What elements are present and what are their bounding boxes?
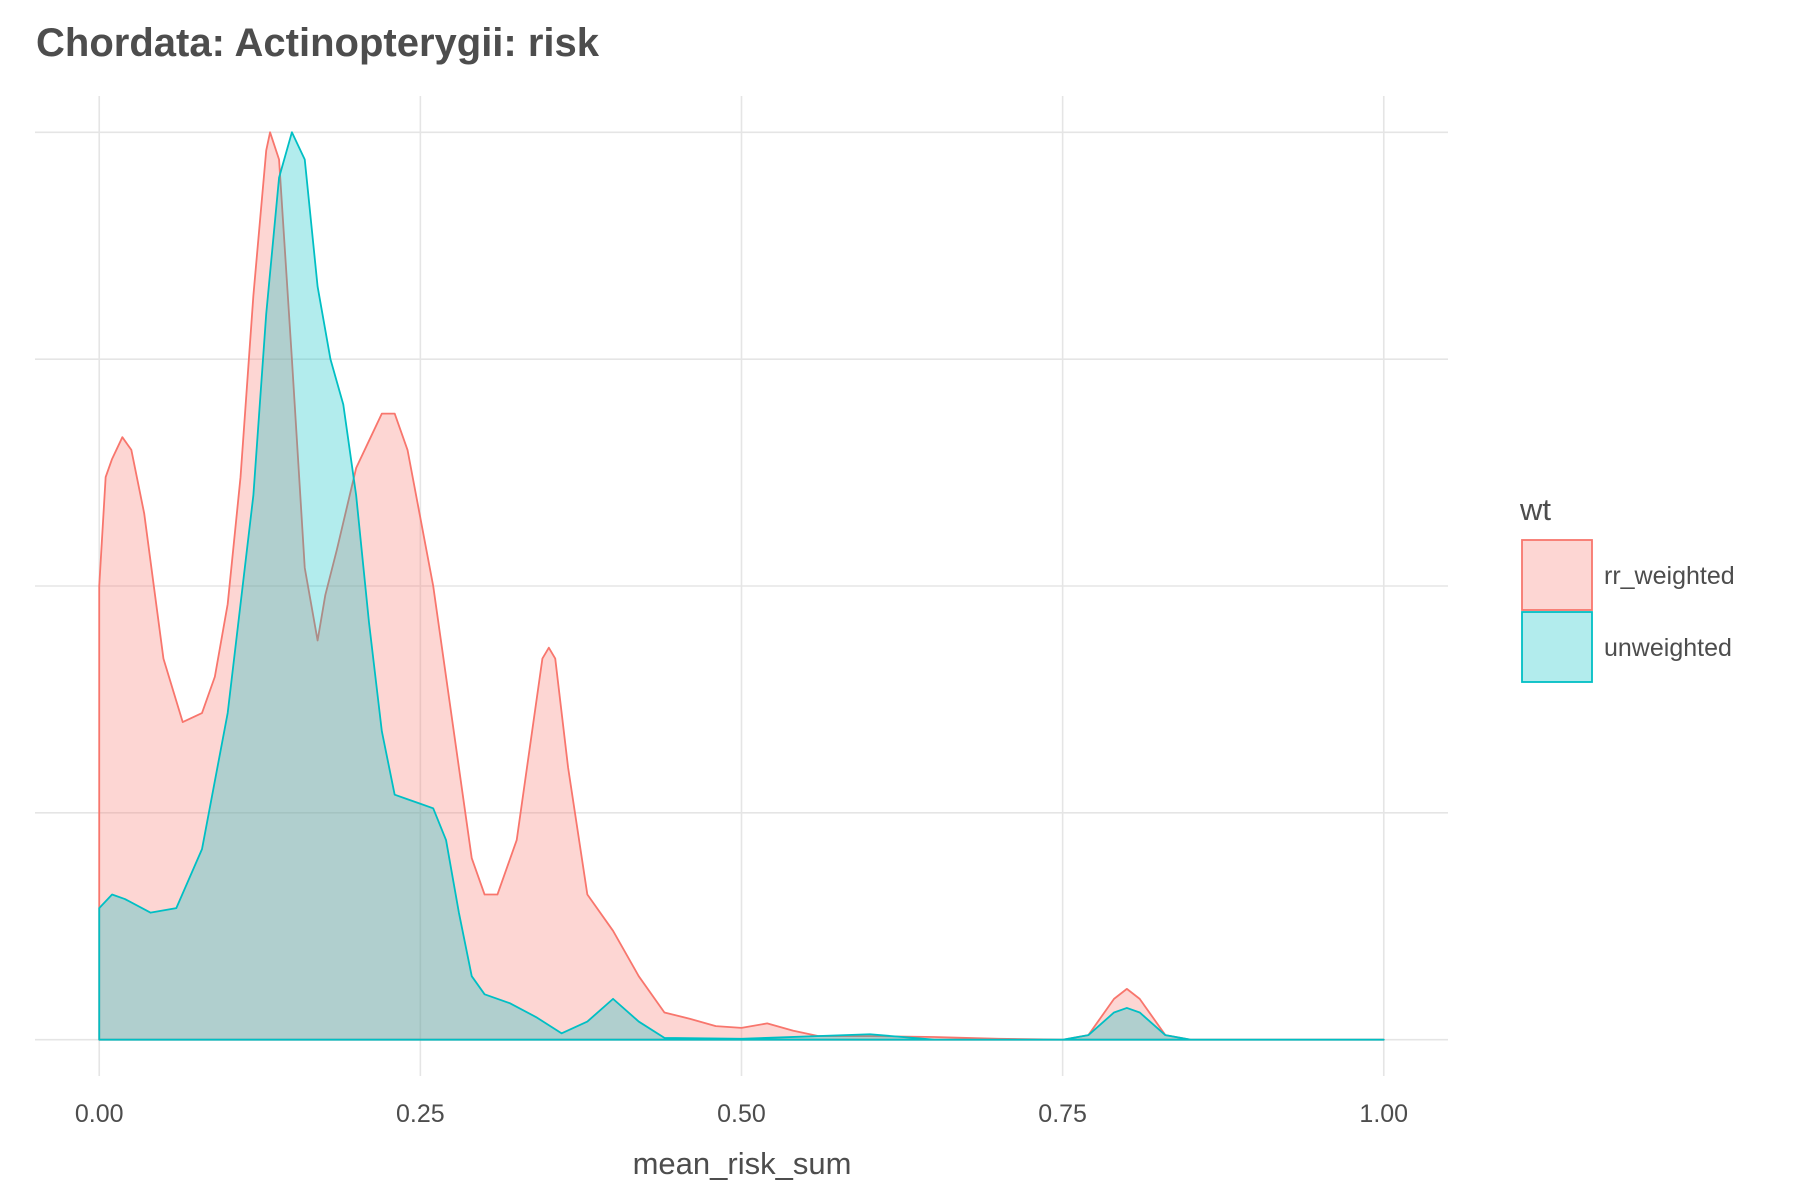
legend-label: rr_weighted (1604, 562, 1735, 590)
legend-title: wt (1519, 492, 1551, 527)
x-axis-ticks: 0.00 0.25 0.50 0.75 1.00 (75, 1100, 1408, 1128)
x-axis-title: mean_risk_sum (633, 1146, 852, 1181)
legend: wt rr_weighted unweighted (1519, 492, 1735, 683)
x-tick-label: 0.50 (717, 1100, 766, 1128)
legend-key-rr_weighted (1521, 539, 1593, 611)
density-series (98, 131, 1385, 1041)
density-area-unweighted (98, 131, 1385, 1041)
x-tick-label: 0.25 (396, 1100, 445, 1128)
x-tick-label: 1.00 (1359, 1100, 1408, 1128)
chart-title: Chordata: Actinopterygii: risk (36, 21, 600, 65)
legend-key-unweighted (1521, 611, 1593, 683)
x-tick-label: 0.00 (75, 1100, 124, 1128)
density-area-rr_weighted (98, 131, 1385, 1041)
x-tick-label: 0.75 (1038, 1100, 1087, 1128)
legend-label: unweighted (1604, 634, 1732, 662)
